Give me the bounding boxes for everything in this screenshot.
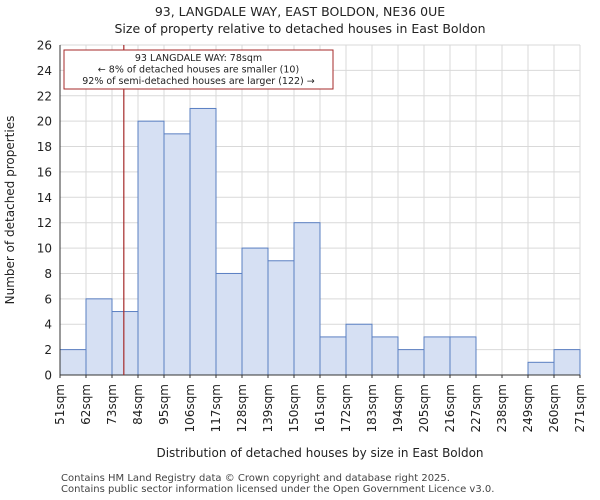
footer-line-1: Contains HM Land Registry data © Crown c… [61, 473, 450, 484]
annotation-line: ← 8% of detached houses are smaller (10) [98, 65, 299, 76]
footer-line-2: Contains public sector information licen… [61, 484, 495, 495]
y-tick-label: 26 [37, 39, 52, 53]
y-tick-label: 16 [37, 165, 52, 179]
y-tick-label: 24 [37, 64, 52, 78]
y-tick-label: 10 [37, 242, 52, 256]
y-tick-label: 14 [37, 191, 52, 205]
bar [449, 336, 477, 376]
bar [267, 260, 295, 376]
x-tick-label: 216sqm [443, 384, 457, 432]
bar [189, 107, 217, 376]
x-tick-label: 271sqm [573, 384, 587, 432]
y-tick-label: 12 [37, 216, 52, 230]
x-tick-label: 150sqm [287, 384, 301, 432]
x-tick-label: 73sqm [105, 384, 119, 425]
bar [137, 120, 165, 376]
bar [59, 349, 87, 376]
annotation-box [63, 49, 334, 90]
bars [59, 107, 581, 376]
x-tick-label: 238sqm [495, 384, 509, 432]
x-tick-label: 205sqm [417, 384, 431, 432]
y-tick-label: 22 [37, 89, 52, 103]
bar [111, 311, 139, 376]
annotation-line: 92% of semi-detached houses are larger (… [82, 76, 315, 87]
x-tick-label: 106sqm [183, 384, 197, 432]
x-tick-label: 249sqm [521, 384, 535, 432]
bar [163, 133, 191, 376]
chart-title: 93, LANGDALE WAY, EAST BOLDON, NE36 0UE [154, 4, 446, 19]
bar [215, 272, 243, 376]
y-tick-label: 8 [44, 267, 52, 281]
x-tick-label: 51sqm [53, 384, 67, 425]
bar [527, 361, 555, 376]
x-tick-label: 183sqm [365, 384, 379, 432]
bar [293, 222, 321, 376]
bar [423, 336, 451, 376]
bar [85, 298, 113, 376]
x-tick-label: 139sqm [261, 384, 275, 432]
annotation-line: 93 LANGDALE WAY: 78sqm [135, 53, 262, 64]
bar [553, 349, 581, 376]
y-tick-label: 18 [37, 140, 52, 154]
bar [397, 349, 425, 376]
x-tick-label: 172sqm [339, 384, 353, 432]
x-tick-label: 84sqm [131, 384, 145, 425]
x-tick-label: 260sqm [547, 384, 561, 432]
y-tick-label: 20 [37, 115, 52, 129]
x-tick-label: 62sqm [79, 384, 93, 425]
y-tick-label: 2 [44, 343, 52, 357]
x-tick-label: 194sqm [391, 384, 405, 432]
y-tick-label: 6 [44, 292, 52, 306]
annotation: 93 LANGDALE WAY: 78sqm← 8% of detached h… [63, 45, 334, 375]
chart-subtitle: Size of property relative to detached ho… [114, 21, 486, 36]
x-tick-label: 95sqm [157, 384, 171, 425]
x-axis-label: Distribution of detached houses by size … [156, 446, 483, 460]
bar [319, 336, 347, 376]
y-axis-label: Number of detached properties [3, 116, 17, 305]
bar [371, 336, 399, 376]
x-tick-label: 117sqm [209, 384, 223, 432]
bar [241, 247, 269, 376]
y-tick-label: 4 [44, 318, 52, 332]
x-tick-label: 161sqm [313, 384, 327, 432]
bar [345, 323, 373, 376]
x-tick-label: 128sqm [235, 384, 249, 432]
y-tick-label: 0 [44, 369, 52, 383]
x-tick-label: 227sqm [469, 384, 483, 432]
